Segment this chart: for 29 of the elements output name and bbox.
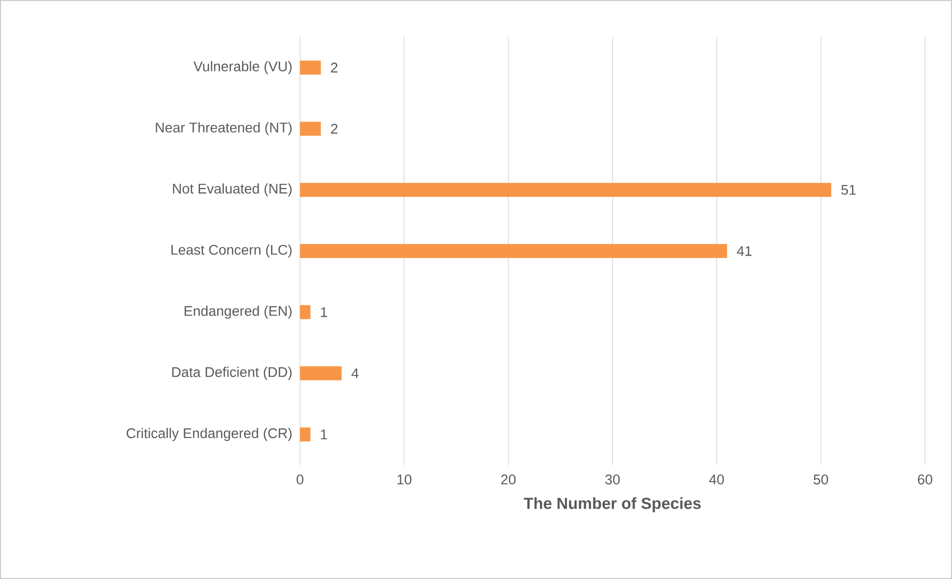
data-label: 2 [331, 62, 338, 72]
data-label: 41 [736, 246, 752, 256]
x-tick-label: 10 [397, 474, 412, 484]
data-label: 2 [331, 124, 338, 134]
bar [300, 122, 321, 136]
data-label: 4 [352, 368, 359, 378]
x-axis-title: The Number of Species [524, 497, 701, 512]
x-tick-label: 50 [814, 474, 828, 484]
x-tick-label: 0 [296, 474, 304, 484]
bar [300, 427, 310, 442]
bar [300, 244, 728, 258]
data-label: 1 [321, 307, 328, 317]
y-tick-label: Data Deficient (DD) [172, 366, 292, 380]
bar [300, 305, 310, 320]
y-tick-label: Not Evaluated (NE) [173, 183, 292, 196]
x-tick-label: 30 [605, 474, 620, 484]
x-tick-label: 60 [918, 474, 932, 484]
data-label: 51 [841, 184, 856, 195]
y-tick-label: Critically Endangered (CR) [126, 428, 292, 441]
x-tick-label: 40 [709, 474, 724, 484]
bar [300, 60, 321, 75]
y-tick-label: Near Threatened (NT) [156, 122, 292, 136]
x-tick-label: 20 [501, 474, 516, 484]
bar [300, 366, 342, 380]
y-tick-label: Endangered (EN) [184, 306, 292, 319]
y-tick-label: Least Concern (LC) [171, 244, 292, 258]
y-tick-label: Vulnerable (VU) [193, 61, 292, 74]
bar [300, 182, 832, 197]
data-label: 1 [321, 430, 328, 440]
